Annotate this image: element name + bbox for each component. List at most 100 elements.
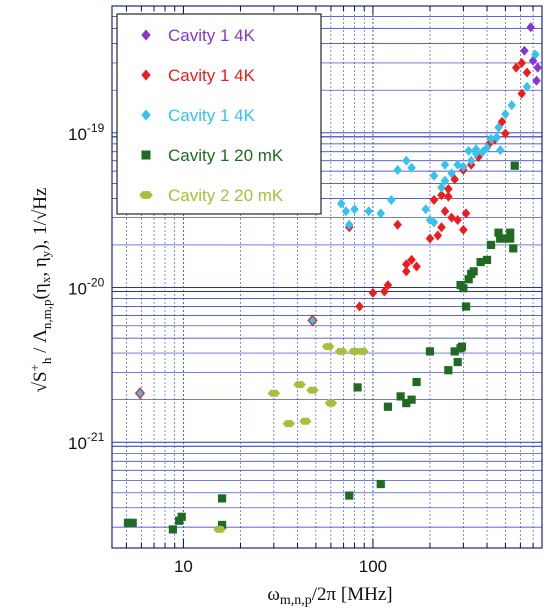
data-point (350, 204, 359, 215)
data-point (444, 366, 453, 375)
data-point (522, 67, 532, 78)
data-point (407, 162, 416, 173)
data-point (134, 387, 146, 400)
data-point (353, 383, 362, 392)
x-tick-label: 100 (359, 557, 387, 576)
data-point (476, 257, 485, 267)
data-point (402, 259, 411, 270)
data-point (440, 175, 450, 186)
data-point (531, 49, 540, 60)
data-point (425, 233, 435, 244)
data-point (444, 183, 453, 194)
x-tick-labels: 10 100 (174, 557, 387, 576)
data-point (364, 206, 373, 217)
data-point (511, 62, 521, 73)
data-point (306, 386, 319, 394)
data-point (486, 133, 496, 144)
data-point (307, 314, 318, 327)
legend-label: Cavity 1 4K (168, 66, 256, 85)
data-point (429, 195, 439, 206)
data-point (466, 155, 476, 166)
legend-marker (141, 29, 151, 41)
data-point (376, 208, 386, 219)
data-point (412, 261, 421, 272)
data-point (393, 219, 402, 230)
data-point (507, 100, 516, 111)
data-point (175, 516, 184, 525)
legend-label: Cavity 1 20 mK (168, 146, 284, 165)
y-tick-label: 10-21 (68, 430, 105, 453)
data-point (447, 168, 456, 179)
data-point (453, 357, 462, 367)
data-point (429, 170, 439, 181)
x-axis-title: ωm,n,p/2π [MHz] (267, 584, 392, 608)
data-point (321, 343, 335, 351)
data-point (450, 347, 459, 356)
data-point (440, 206, 450, 217)
data-point (522, 81, 532, 92)
data-point (324, 399, 338, 407)
data-point (437, 182, 446, 193)
data-point (356, 347, 369, 355)
data-point (293, 381, 306, 389)
y-tick-label: 10-19 (68, 121, 105, 144)
legend-label: Cavity 2 20 mK (168, 186, 284, 205)
data-point (267, 389, 281, 397)
data-point (453, 214, 462, 225)
data-point (396, 392, 405, 401)
data-point (471, 144, 481, 155)
data-point (425, 347, 435, 356)
axis-ticks (125, 6, 534, 548)
data-point (510, 161, 519, 170)
y-axis-title: √S+h / Λn,m,p(ηx, ηy), 1/√Hz (27, 188, 54, 393)
data-point (456, 281, 465, 290)
data-point (213, 525, 226, 533)
data-point (520, 45, 529, 56)
y-tick-label: 10-20 (68, 276, 105, 299)
legend-label: Cavity 1 4K (168, 26, 256, 45)
data-point (412, 377, 421, 387)
data-point (429, 217, 439, 228)
data-point (494, 228, 503, 237)
data-point (402, 399, 411, 408)
legend-label: Cavity 1 4K (168, 106, 256, 125)
data-point (334, 347, 348, 355)
data-point (444, 191, 453, 202)
data-point (299, 417, 312, 425)
data-point (282, 420, 296, 428)
data-point (368, 287, 378, 298)
series-5 (213, 343, 369, 533)
legend-box (116, 13, 322, 215)
series-3 (134, 49, 540, 400)
data-point (467, 269, 476, 278)
data-point (380, 286, 389, 297)
data-point (402, 155, 411, 166)
data-point (482, 255, 492, 265)
data-point (345, 491, 354, 500)
legend: Cavity 1 4K Cavity 1 4K Cavity 1 4K Cavity … (116, 13, 322, 215)
data-point (407, 254, 416, 265)
data-point (496, 145, 505, 156)
data-point (344, 219, 354, 230)
data-point (501, 109, 510, 120)
data-point (437, 222, 446, 233)
series-4 (123, 161, 519, 534)
data-point (459, 224, 468, 235)
data-point (533, 62, 542, 73)
data-point (506, 234, 515, 243)
data-point (494, 122, 503, 133)
data-point (440, 159, 450, 170)
data-point (509, 244, 518, 253)
data-point (393, 164, 402, 175)
data-point (486, 240, 496, 250)
data-point (128, 518, 137, 527)
data-point (376, 479, 385, 489)
data-point (464, 275, 473, 284)
data-point (453, 159, 462, 170)
data-point (526, 22, 535, 33)
data-point (517, 88, 527, 99)
y-tick-labels: 10-21 10-20 10-19 (68, 121, 105, 453)
data-point (506, 228, 515, 237)
data-point (496, 234, 505, 243)
